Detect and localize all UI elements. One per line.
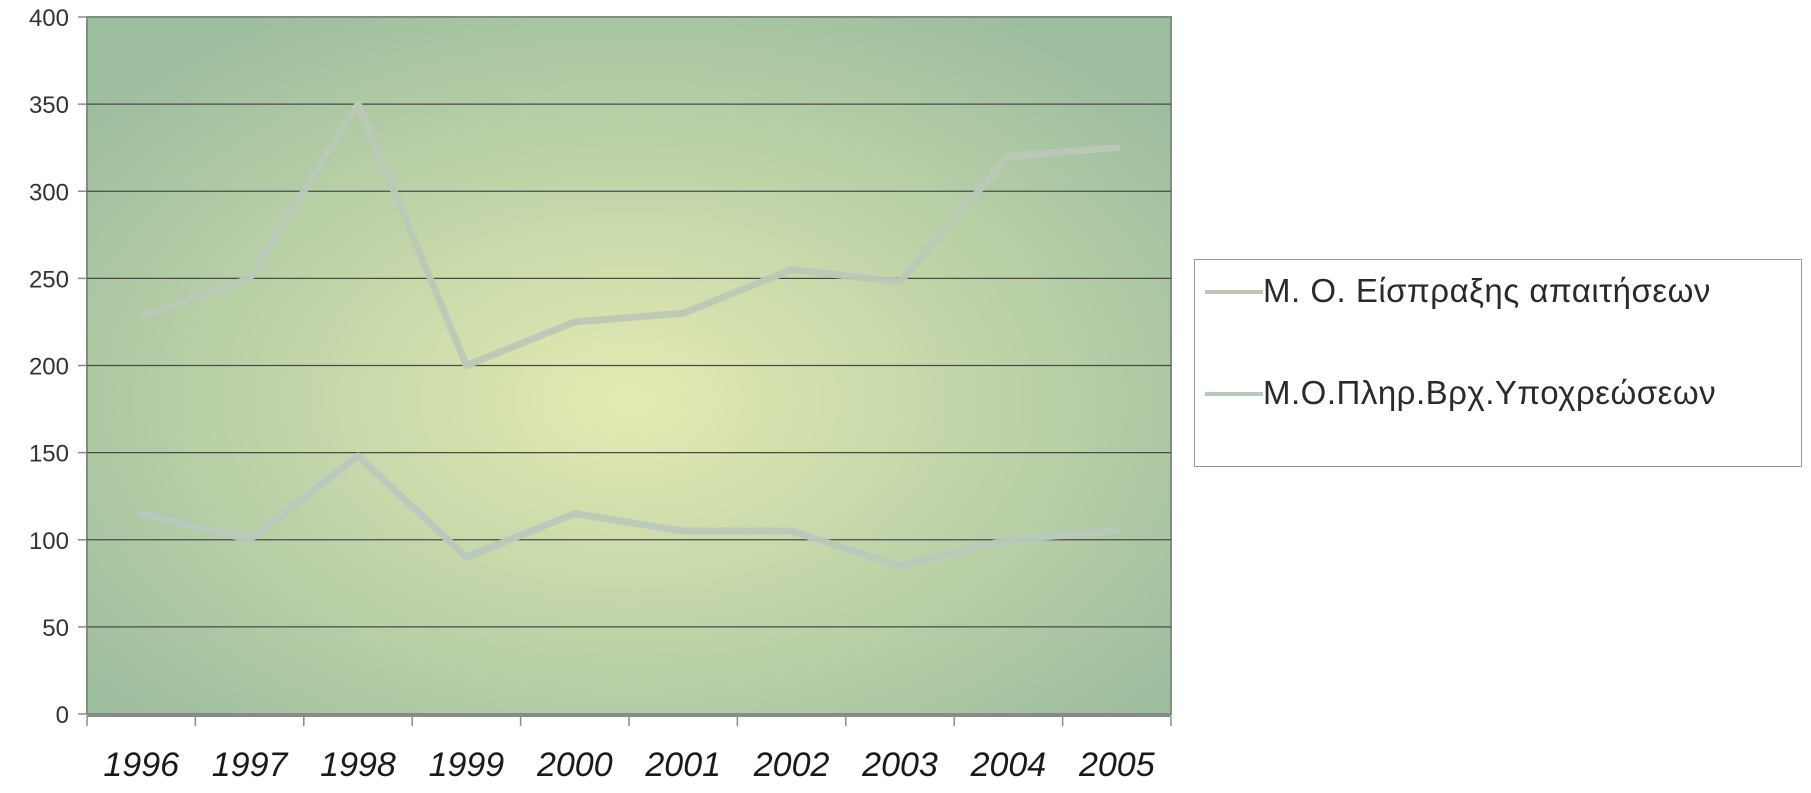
gridlines bbox=[87, 103, 1171, 628]
x-tick-label-1999: 1999 bbox=[429, 746, 505, 784]
data-point-0-1998 bbox=[354, 100, 362, 108]
data-point-0-2003 bbox=[896, 278, 904, 286]
data-point-0-1997 bbox=[246, 274, 254, 282]
y-tick-label-300: 300 bbox=[29, 179, 69, 206]
legend: Μ. Ο. Είσπραξης απαιτήσεων Μ.Ο.Πληρ.Βρχ.… bbox=[1194, 259, 1802, 467]
x-tick-label-2005: 2005 bbox=[1078, 746, 1155, 784]
legend-item-payables: Μ.Ο.Πληρ.Βρχ.Υποχρεώσεων bbox=[1205, 372, 1788, 414]
data-point-1-1996 bbox=[137, 510, 145, 518]
y-tick-label-400: 400 bbox=[29, 5, 69, 32]
data-point-0-2000 bbox=[571, 318, 579, 326]
y-axis-tick-labels: 0 50 100 150 200 250 300 350 400 bbox=[29, 5, 69, 729]
data-point-0-2001 bbox=[679, 309, 687, 317]
data-point-0-1999 bbox=[462, 362, 470, 369]
legend-item-receivables: Μ. Ο. Είσπραξης απαιτήσεων bbox=[1205, 270, 1788, 312]
legend-label-payables: Μ.Ο.Πληρ.Βρχ.Υποχρεώσεων bbox=[1263, 374, 1717, 411]
x-tick-label-2000: 2000 bbox=[536, 746, 613, 784]
legend-label-receivables: Μ. Ο. Είσπραξης απαιτήσεων bbox=[1263, 272, 1711, 309]
data-point-0-2005 bbox=[1113, 144, 1121, 152]
data-point-0-2004 bbox=[1004, 152, 1012, 160]
legend-swatch-payables bbox=[1205, 392, 1263, 396]
x-tick-label-1996: 1996 bbox=[103, 746, 179, 784]
data-point-1-2000 bbox=[571, 510, 579, 518]
x-tick-label-2002: 2002 bbox=[753, 746, 830, 784]
y-tick-label-150: 150 bbox=[29, 441, 69, 468]
series-lines bbox=[137, 100, 1121, 570]
x-tick-label-2003: 2003 bbox=[861, 746, 938, 784]
data-point-0-1996 bbox=[137, 313, 145, 321]
x-tick-label-1998: 1998 bbox=[320, 746, 396, 784]
data-point-1-1998 bbox=[354, 452, 362, 460]
x-tick-label-2004: 2004 bbox=[970, 746, 1047, 784]
data-point-1-2004 bbox=[1004, 536, 1012, 544]
data-point-1-1997 bbox=[246, 536, 254, 544]
data-point-1-2002 bbox=[788, 527, 796, 535]
x-tick-label-1997: 1997 bbox=[212, 746, 289, 784]
data-point-0-2002 bbox=[788, 266, 796, 274]
y-tick-label-0: 0 bbox=[56, 702, 69, 729]
y-tick-label-50: 50 bbox=[42, 615, 69, 642]
series-line-1 bbox=[137, 452, 1121, 570]
y-tick-label-250: 250 bbox=[29, 266, 69, 293]
series-line-0 bbox=[137, 100, 1121, 369]
data-point-1-1999 bbox=[462, 553, 470, 561]
x-axis-tick-labels: 1996 1997 1998 1999 2000 2001 2002 2003 2004 2005 bbox=[103, 746, 1154, 784]
y-tick-label-350: 350 bbox=[29, 92, 69, 119]
y-tick-label-200: 200 bbox=[29, 354, 69, 381]
data-point-1-2003 bbox=[896, 562, 904, 570]
y-tick-label-100: 100 bbox=[29, 528, 69, 555]
legend-swatch-receivables bbox=[1205, 290, 1263, 294]
x-tick-label-2001: 2001 bbox=[644, 746, 721, 784]
data-point-1-2001 bbox=[679, 527, 687, 535]
axes bbox=[78, 16, 1172, 726]
data-point-1-2005 bbox=[1113, 527, 1121, 535]
